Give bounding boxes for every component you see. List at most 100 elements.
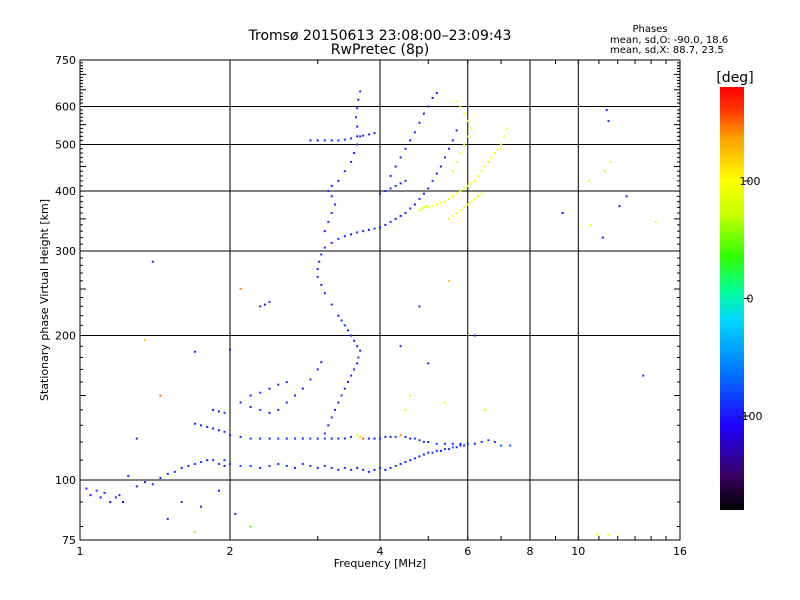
- data-point: [200, 505, 203, 508]
- data-point: [384, 435, 387, 438]
- data-point: [343, 387, 346, 390]
- data-point: [323, 246, 326, 249]
- data-point: [463, 112, 466, 115]
- data-point: [356, 434, 359, 437]
- data-point: [337, 468, 340, 471]
- data-point: [301, 437, 304, 440]
- data-point: [285, 401, 288, 404]
- data-point: [384, 468, 387, 471]
- data-point: [451, 214, 454, 217]
- data-point: [122, 500, 125, 503]
- data-point: [337, 237, 340, 240]
- data-point: [466, 184, 469, 187]
- y-tick-label: 600: [55, 101, 76, 114]
- data-point: [334, 408, 337, 411]
- data-point: [607, 533, 610, 536]
- data-point: [493, 152, 496, 155]
- data-point: [200, 461, 203, 464]
- data-point: [259, 408, 262, 411]
- data-point: [379, 466, 381, 469]
- data-point: [359, 90, 362, 93]
- data-point: [473, 334, 476, 337]
- data-point: [350, 160, 353, 163]
- data-point: [503, 135, 506, 138]
- y-tick-label: 300: [55, 245, 76, 258]
- data-point: [404, 461, 407, 464]
- data-point: [427, 451, 430, 454]
- colorbar-tick-label: 100: [740, 175, 761, 188]
- data-point: [356, 107, 359, 110]
- data-point: [249, 464, 252, 467]
- data-point: [340, 319, 343, 322]
- data-point: [506, 127, 509, 130]
- data-point: [217, 410, 220, 413]
- data-point: [346, 381, 349, 384]
- data-point: [301, 387, 304, 390]
- data-point: [443, 448, 446, 451]
- data-point: [309, 437, 312, 440]
- data-point: [451, 195, 454, 198]
- data-point: [404, 147, 407, 150]
- data-point: [404, 408, 407, 411]
- data-point: [607, 119, 610, 122]
- data-point: [589, 223, 592, 226]
- data-point: [399, 156, 402, 159]
- data-point: [500, 444, 503, 447]
- data-point: [346, 329, 349, 332]
- y-tick-label: 750: [55, 54, 76, 67]
- data-point: [480, 192, 483, 195]
- data-point: [85, 487, 88, 490]
- data-point: [180, 466, 183, 469]
- data-point: [337, 179, 340, 182]
- data-point: [394, 217, 397, 220]
- data-point: [459, 190, 462, 193]
- data-point: [473, 198, 476, 201]
- data-point: [422, 453, 425, 456]
- data-point: [418, 455, 421, 458]
- data-point: [447, 217, 450, 220]
- data-point: [487, 439, 490, 442]
- data-point: [285, 381, 288, 384]
- grid-lines: [80, 60, 680, 540]
- data-point: [340, 394, 343, 397]
- data-point: [463, 187, 466, 190]
- data-point: [420, 207, 423, 210]
- phases-x-stats: mean, sd,X: 88.7, 23.5: [610, 45, 724, 56]
- data-point: [484, 165, 487, 168]
- data-point: [249, 405, 252, 408]
- data-point: [443, 200, 446, 203]
- data-point: [404, 179, 407, 182]
- data-point: [394, 184, 397, 187]
- y-tick-label: 200: [55, 330, 76, 343]
- data-point: [422, 441, 425, 444]
- data-point: [135, 485, 138, 488]
- data-point: [359, 349, 362, 352]
- data-point: [356, 135, 359, 138]
- data-point: [277, 462, 280, 465]
- data-point: [605, 109, 608, 112]
- data-point: [103, 491, 106, 494]
- data-point: [337, 437, 340, 440]
- data-point: [330, 437, 333, 440]
- data-point: [399, 345, 402, 348]
- chart-title: Tromsø 20150613 23:08:00–23:09:43: [248, 28, 512, 44]
- data-point: [389, 174, 392, 177]
- data-point: [367, 133, 370, 136]
- data-point: [500, 143, 503, 146]
- data-point: [356, 362, 359, 365]
- data-point: [151, 260, 154, 263]
- data-point: [180, 500, 183, 503]
- data-point: [463, 206, 466, 209]
- data-point: [601, 236, 604, 239]
- data-point: [609, 160, 612, 163]
- data-point: [373, 468, 376, 471]
- data-point: [259, 305, 262, 308]
- data-point: [473, 442, 476, 445]
- data-point: [277, 408, 280, 411]
- data-point: [323, 437, 326, 440]
- data-point: [439, 449, 442, 452]
- data-point: [427, 441, 430, 444]
- data-point: [389, 435, 392, 438]
- data-point: [362, 230, 365, 233]
- data-point: [473, 179, 476, 182]
